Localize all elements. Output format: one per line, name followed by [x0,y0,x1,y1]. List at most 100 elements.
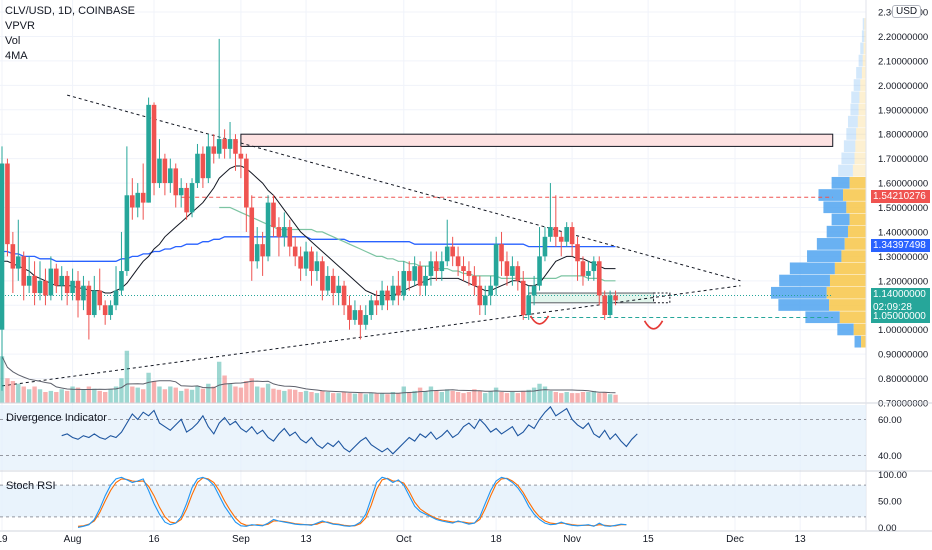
volume-bar [396,393,401,403]
chart-legend: CLV/USD, 1D, COINBASE VPVR Vol 4MA [5,4,135,64]
volume-bar [48,390,54,403]
volume-bar [390,392,396,403]
volume-bar [43,392,48,403]
volume-bar [195,386,200,403]
volume-bar [488,390,493,403]
volume-bar [569,393,575,403]
volume-bar [602,392,607,403]
candle-body [553,227,559,237]
stoch-rsi-panel-title[interactable]: Stoch RSI [6,480,56,492]
indicator-4ma[interactable]: 4MA [5,50,28,62]
price-axis-label: 2.10000000 [878,56,928,67]
price-tag[interactable]: 1.54210276 [871,190,930,204]
volume-bar [559,393,564,403]
volume-profile-bar-up [831,213,850,226]
candle-body [330,275,336,294]
divergence-panel-title[interactable]: Divergence Indicator [6,412,107,424]
price-tag[interactable]: 1.34397498 [871,238,930,252]
volume-ma-line [1,356,616,394]
candle-body [379,290,385,306]
candle-body [75,280,81,301]
volume-bar [124,350,130,403]
time-axis-label: Aug [64,534,82,545]
divergence-line [61,405,638,455]
volume-bar [86,386,92,403]
candle-body [298,256,303,269]
volume-bar [157,386,162,403]
candle-body [444,246,450,262]
price-axis-label: 1.20000000 [878,276,928,287]
volume-bar [162,389,168,403]
volume-bar [575,393,580,403]
candle-body [59,275,65,286]
volume-profile-bar-up [856,66,862,79]
volume-bar [314,393,320,403]
range-box [653,292,671,304]
candle-body [423,275,428,286]
candle-body [222,139,227,149]
price-tag[interactable]: 1.05000000 [871,310,930,324]
candle-body [282,227,287,237]
candle-body [178,187,184,196]
volume-bar [10,381,16,403]
volume-bar [249,378,254,403]
volume-profile-bar-down [858,103,866,116]
indicator-vol[interactable]: Vol [5,35,21,47]
volume-bar [189,389,195,403]
volume-bar [537,383,542,403]
volume-profile-bar-up [816,238,845,250]
candle-body [531,285,537,296]
price-axis-label: 1.70000000 [878,154,928,165]
volume-profile-bar-down [826,286,866,299]
candle-body [341,285,347,306]
volume-profile-bar-up [823,201,847,214]
candle-body [488,285,493,296]
time-axis-label: 16 [148,534,160,545]
volume-bar [178,390,184,403]
volume-profile-bar-down [846,201,866,214]
volume-profile-bar-down [853,323,866,336]
volume-profile-bar-down [829,274,866,287]
candle-body [347,305,352,320]
symbol-title[interactable]: CLV/USD, 1D, COINBASE [5,5,135,17]
candle-body [233,139,238,154]
candle-body [515,266,521,281]
candle-body [510,266,515,276]
volume-bar [325,392,330,403]
price-tag[interactable]: 1.14000000 [871,288,930,302]
volume-bar [412,390,417,403]
volume-bar [553,392,559,403]
volume-bar [233,386,238,403]
volume-bar [493,387,499,403]
volume-bar [542,386,548,403]
candle-body [0,163,5,330]
indicator-vpvr[interactable]: VPVR [5,20,35,32]
candle-body [477,285,483,306]
candle-body [43,280,48,296]
candle-body [352,310,358,320]
volume-profile-bar-up [851,91,860,104]
candle-body [602,295,607,316]
price-tag[interactable]: 02:09:28 [871,300,930,314]
volume-bar [363,394,368,403]
trendline [1,285,741,387]
resistance-zone [240,133,834,147]
candle-body [10,244,16,269]
candle-body [493,244,499,286]
ma-blue-line [2,236,616,262]
volume-bar [244,381,249,403]
volume-bar [401,386,406,403]
volume-bar [260,387,265,403]
volume-profile-bar-down [864,18,866,30]
candle-body [396,285,401,296]
candle-body [135,192,141,208]
volume-profile-bar-up [771,286,827,299]
divergence-background [0,405,866,470]
candle-body [358,310,363,325]
volume-profile-bar-up [853,79,861,91]
currency-badge[interactable]: USD [892,5,922,18]
candle-body [271,202,276,228]
volume-bar [374,393,379,403]
candle-body [504,261,510,276]
